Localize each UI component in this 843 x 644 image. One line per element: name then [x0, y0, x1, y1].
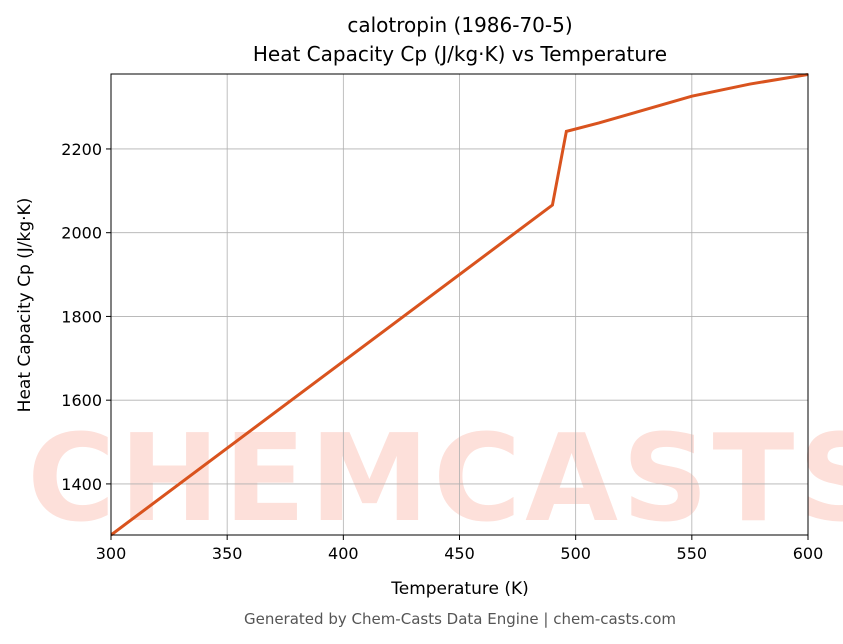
x-tick-label: 300: [96, 544, 127, 563]
chart-title: calotropin (1986-70-5): [347, 13, 572, 37]
x-axis-label: Temperature (K): [390, 579, 529, 599]
x-tick-label: 550: [677, 544, 708, 563]
y-axis-label: Heat Capacity Cp (J/kg·K): [15, 198, 35, 413]
x-tick-label: 350: [212, 544, 243, 563]
line: [111, 72, 808, 537]
y-tick-label: 1600: [61, 391, 102, 410]
footer: Generated by Chem-Casts Data Engine | ch…: [244, 610, 676, 628]
watermark: CHEMCASTS: [27, 410, 843, 549]
chart-subtitle: Heat Capacity Cp (J/kg·K) vs Temperature: [253, 42, 667, 66]
y-tick-label: 1400: [61, 475, 102, 494]
x-tick-label: 500: [560, 544, 591, 563]
plot-frame: [110, 73, 809, 536]
y-tick-label: 2000: [61, 224, 102, 243]
y-tick-label: 2200: [61, 140, 102, 159]
y-tick-label: 1800: [61, 307, 102, 326]
x-tick-label: 400: [328, 544, 359, 563]
x-tick-label: 450: [444, 544, 475, 563]
x-tick-label: 600: [793, 544, 824, 563]
